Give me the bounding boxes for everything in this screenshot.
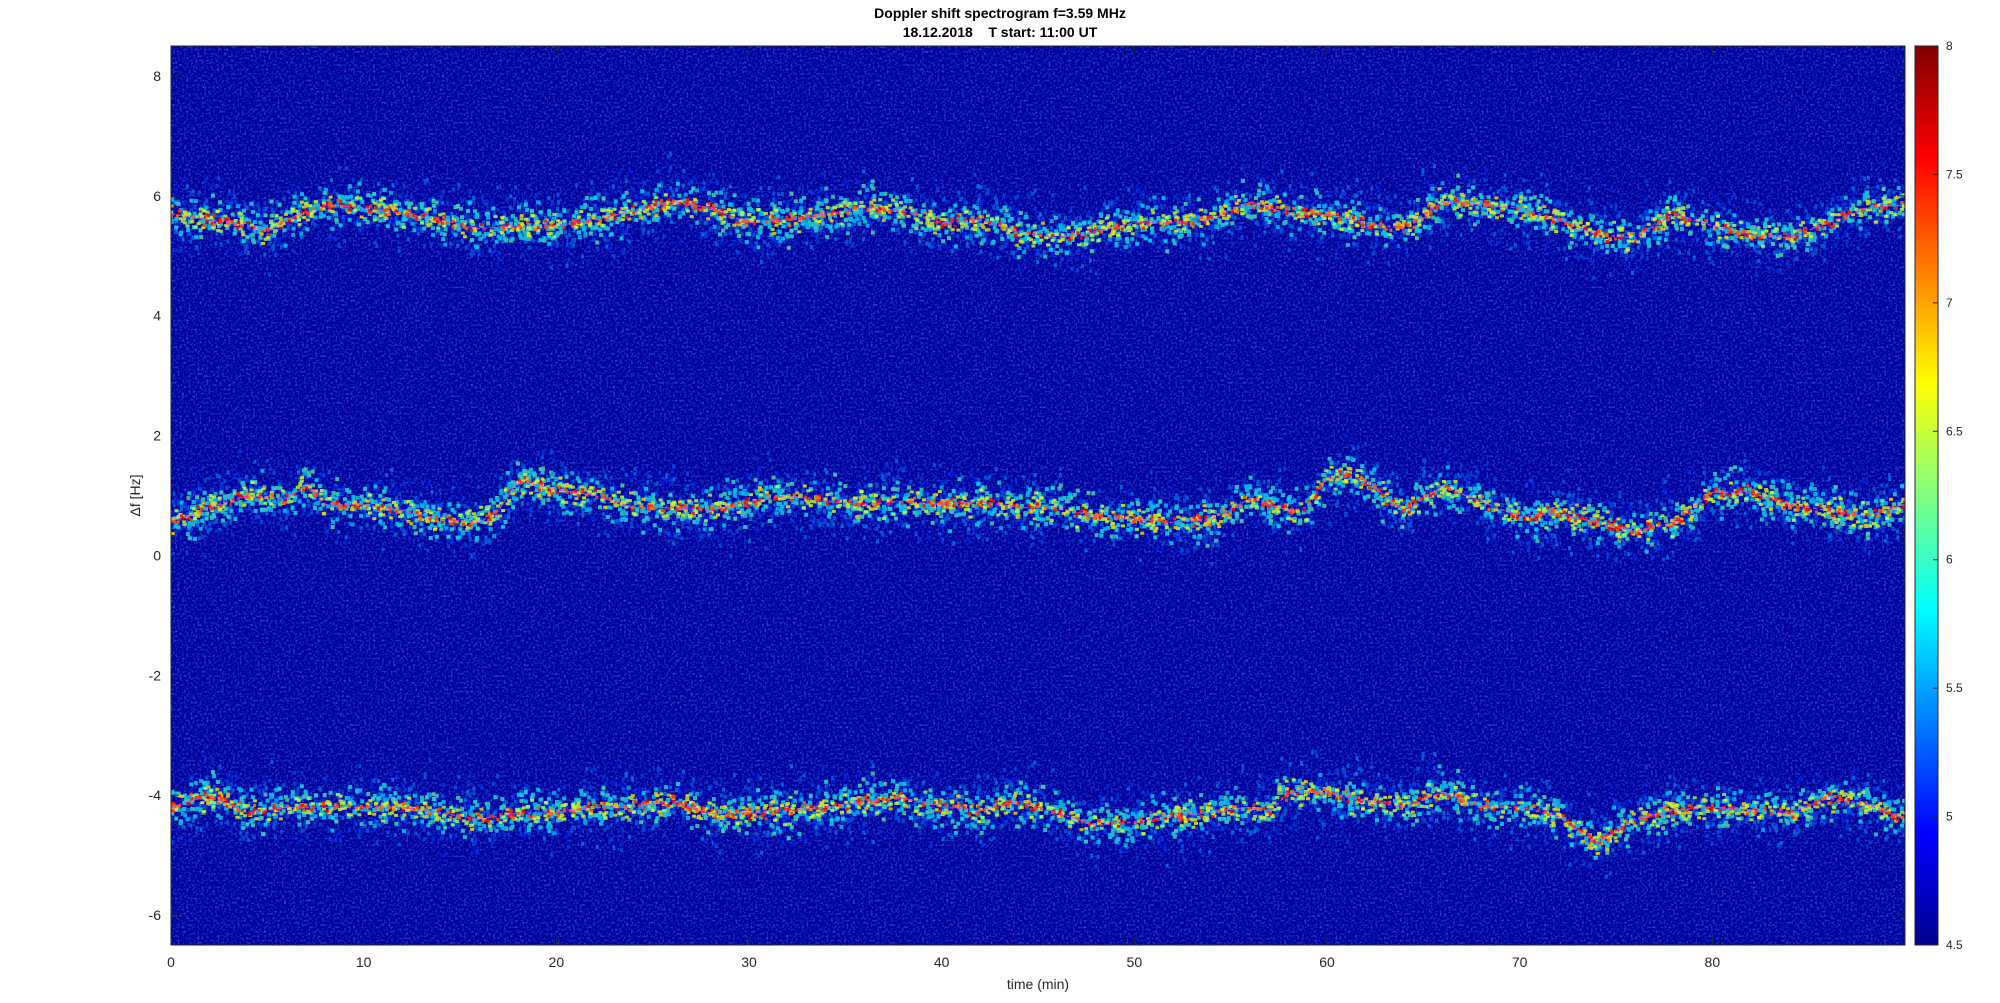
- chart-title: Doppler shift spectrogram f=3.59 MHz: [874, 5, 1126, 21]
- trace-line-lower: [171, 791, 1905, 844]
- x-tick-label: 30: [741, 954, 757, 970]
- colorbar-tick-label: 4.5: [1946, 938, 1963, 952]
- x-tick-label: 0: [167, 954, 175, 970]
- signal-bands: [171, 151, 1905, 879]
- y-tick-label: 0: [153, 547, 161, 563]
- y-tick-label: 8: [153, 68, 161, 84]
- trace-line-middle: [171, 473, 1905, 533]
- y-axis-label: Δf [Hz]: [127, 474, 143, 516]
- y-axis: -6 -4 -2 0 2 4 6 8: [149, 68, 1905, 923]
- signal-band-upper: [171, 151, 1905, 280]
- colorbar-tick-label: 5.5: [1946, 681, 1963, 695]
- colorbar: 4.5 5 5.5 6 6.5 7 7.5 8: [1914, 39, 1963, 952]
- x-tick-label: 80: [1705, 954, 1721, 970]
- x-axis: 0 10 20 30 40 50 60 70 80: [167, 46, 1720, 970]
- colorbar-tick-label: 7: [1946, 296, 1953, 310]
- colorbar-tick-label: 5: [1946, 810, 1953, 824]
- y-tick-label: 2: [153, 428, 161, 444]
- y-tick-label: 6: [153, 188, 161, 204]
- y-tick-label: -6: [149, 907, 162, 923]
- chart-subtitle: 18.12.2018 T start: 11:00 UT: [902, 24, 1098, 40]
- colorbar-gradient: [1914, 45, 1939, 946]
- colorbar-tick-label: 7.5: [1946, 167, 1963, 181]
- signal-band-middle: [171, 434, 1905, 566]
- colorbar-tick-label: 8: [1946, 39, 1953, 53]
- x-axis-label: time (min): [1007, 976, 1069, 992]
- y-tick-label: -2: [149, 667, 162, 683]
- plot-area: [170, 45, 1906, 946]
- signal-band-lower: [171, 749, 1905, 879]
- y-tick-label: -4: [149, 787, 162, 803]
- x-tick-label: 40: [934, 954, 950, 970]
- x-tick-label: 50: [1127, 954, 1143, 970]
- y-tick-label: 4: [153, 308, 161, 324]
- colorbar-tick-label: 6: [1946, 553, 1953, 567]
- colorbar-ticks: 4.5 5 5.5 6 6.5 7 7.5 8: [1933, 39, 1963, 952]
- x-tick-label: 20: [549, 954, 565, 970]
- colorbar-tick-label: 6.5: [1946, 424, 1963, 438]
- plot-frame: [170, 45, 1906, 946]
- x-tick-label: 60: [1319, 954, 1335, 970]
- band-lower-intensity-3: [171, 786, 1904, 845]
- x-tick-label: 70: [1512, 954, 1528, 970]
- x-tick-label: 10: [356, 954, 372, 970]
